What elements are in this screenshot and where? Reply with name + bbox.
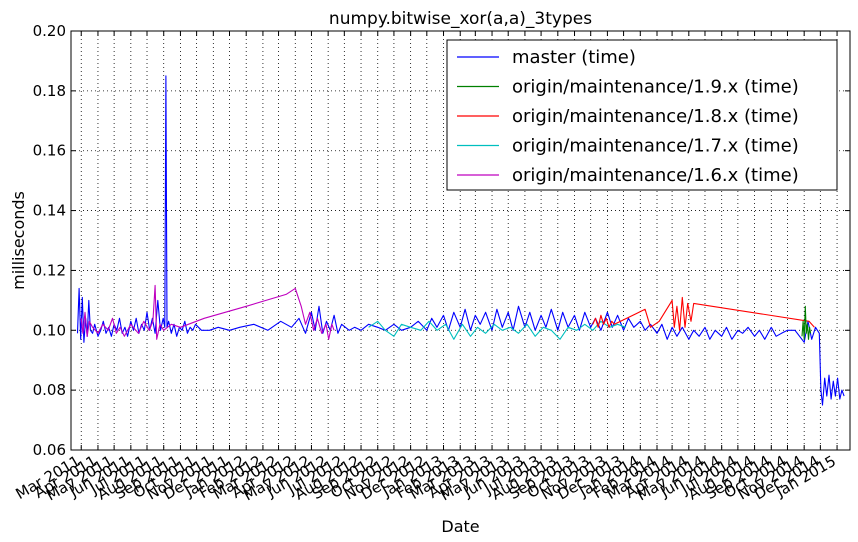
x-axis-title: Date xyxy=(441,517,479,536)
y-tick-label: 0.18 xyxy=(33,82,66,100)
y-tick-label: 0.14 xyxy=(33,202,66,220)
legend-label: origin/maintenance/1.9.x (time) xyxy=(512,77,799,98)
y-tick-label: 0.06 xyxy=(33,441,66,459)
y-axis-title: milliseconds xyxy=(9,191,28,290)
legend: master (time) origin/maintenance/1.9.x (t… xyxy=(446,39,838,191)
series-line-0 xyxy=(76,75,845,406)
plot-series xyxy=(76,75,845,406)
series-line-2 xyxy=(592,296,815,331)
legend-label: origin/maintenance/1.8.x (time) xyxy=(512,106,799,127)
series-line-3 xyxy=(368,320,626,340)
legend-box xyxy=(446,39,838,191)
y-tick-label: 0.12 xyxy=(33,261,66,279)
chart-title: numpy.bitwise_xor(a,a)_3types xyxy=(329,9,592,29)
legend-label: origin/maintenance/1.7.x (time) xyxy=(512,136,799,157)
y-tick-label: 0.20 xyxy=(33,22,66,40)
series-line-1 xyxy=(801,305,812,340)
legend-label: master (time) xyxy=(512,47,636,68)
legend-label: origin/maintenance/1.6.x (time) xyxy=(512,165,799,186)
y-tick-label: 0.08 xyxy=(33,381,66,399)
series-line-4 xyxy=(80,284,335,340)
y-tick-label: 0.10 xyxy=(33,321,66,339)
y-tick-label: 0.16 xyxy=(33,142,66,160)
